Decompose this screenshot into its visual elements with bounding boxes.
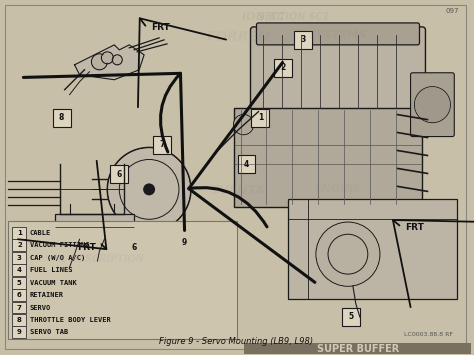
Text: 9: 9 xyxy=(181,238,187,247)
FancyBboxPatch shape xyxy=(256,23,419,45)
Text: 5: 5 xyxy=(348,312,354,322)
FancyBboxPatch shape xyxy=(288,200,457,299)
Bar xyxy=(8,221,237,339)
Text: SYSTEMS: SYSTEMS xyxy=(309,30,367,40)
FancyBboxPatch shape xyxy=(237,155,255,174)
Text: Figure 9 - Servo Mounting (LB9, L98): Figure 9 - Servo Mounting (LB9, L98) xyxy=(158,337,313,346)
Text: THROTTLE BODY LEVER: THROTTLE BODY LEVER xyxy=(30,317,110,323)
Circle shape xyxy=(113,56,121,64)
FancyBboxPatch shape xyxy=(294,31,312,49)
Text: ENGINE: ENGINE xyxy=(314,184,362,195)
Text: RETAINER: RETAINER xyxy=(30,292,64,298)
Bar xyxy=(244,343,471,354)
FancyBboxPatch shape xyxy=(53,109,71,127)
Text: 6: 6 xyxy=(132,243,137,252)
Text: SUPER BUFFER: SUPER BUFFER xyxy=(317,344,399,354)
Text: FORREN: FORREN xyxy=(207,30,270,44)
Text: AL DESCRIPTION: AL DESCRIPTION xyxy=(54,254,145,264)
Text: FRT: FRT xyxy=(78,243,96,252)
Circle shape xyxy=(143,184,155,195)
FancyBboxPatch shape xyxy=(234,108,422,207)
Circle shape xyxy=(92,55,106,69)
FancyBboxPatch shape xyxy=(12,252,27,264)
FancyBboxPatch shape xyxy=(250,27,426,113)
Text: SECTION 6C1: SECTION 6C1 xyxy=(257,12,329,22)
FancyBboxPatch shape xyxy=(410,73,454,137)
Text: 3: 3 xyxy=(301,36,306,44)
Text: 6: 6 xyxy=(17,292,22,298)
Text: 3: 3 xyxy=(17,255,22,261)
FancyBboxPatch shape xyxy=(12,277,27,289)
Text: VACUUM TANK: VACUUM TANK xyxy=(30,280,77,285)
FancyBboxPatch shape xyxy=(12,227,27,239)
Text: CABLE: CABLE xyxy=(30,230,51,236)
Text: 4: 4 xyxy=(244,160,249,169)
Text: FRT: FRT xyxy=(406,223,424,232)
FancyBboxPatch shape xyxy=(175,233,193,251)
Circle shape xyxy=(317,223,379,285)
FancyBboxPatch shape xyxy=(12,264,27,276)
Text: 7: 7 xyxy=(159,140,165,149)
FancyBboxPatch shape xyxy=(12,239,27,251)
Polygon shape xyxy=(60,164,124,214)
Text: 097: 097 xyxy=(446,8,459,14)
FancyBboxPatch shape xyxy=(110,165,128,184)
Text: 8: 8 xyxy=(59,113,64,122)
Bar xyxy=(55,214,134,239)
Text: LC0003.88.8 RF: LC0003.88.8 RF xyxy=(404,332,453,337)
Text: 9: 9 xyxy=(17,329,22,335)
Text: 1: 1 xyxy=(258,113,263,122)
FancyBboxPatch shape xyxy=(252,109,269,127)
Circle shape xyxy=(416,88,449,122)
Circle shape xyxy=(109,148,190,230)
Text: SERVO: SERVO xyxy=(30,305,51,311)
FancyBboxPatch shape xyxy=(12,314,27,326)
Text: SVENTA: SVENTA xyxy=(211,184,266,197)
Circle shape xyxy=(102,53,112,63)
Text: 4: 4 xyxy=(17,267,22,273)
FancyBboxPatch shape xyxy=(12,327,27,338)
Text: 8: 8 xyxy=(17,317,22,323)
Text: 1: 1 xyxy=(17,230,22,236)
Text: 2: 2 xyxy=(17,242,22,248)
Circle shape xyxy=(235,116,253,133)
FancyBboxPatch shape xyxy=(342,308,360,326)
Text: 6: 6 xyxy=(117,170,122,179)
Text: 2: 2 xyxy=(281,63,286,72)
Polygon shape xyxy=(74,45,144,80)
Text: FRT: FRT xyxy=(151,23,170,32)
Text: VACUUM FITTING: VACUUM FITTING xyxy=(30,242,89,248)
FancyBboxPatch shape xyxy=(125,238,143,256)
Text: ION 6C: ION 6C xyxy=(242,12,285,22)
FancyBboxPatch shape xyxy=(274,59,292,77)
FancyBboxPatch shape xyxy=(12,301,27,313)
Text: FUEL LINES: FUEL LINES xyxy=(30,267,73,273)
Text: CAP (W/O A/C): CAP (W/O A/C) xyxy=(30,255,85,261)
Text: 7: 7 xyxy=(17,305,22,311)
FancyBboxPatch shape xyxy=(153,136,171,153)
FancyBboxPatch shape xyxy=(12,289,27,301)
Text: 5: 5 xyxy=(17,280,22,285)
Text: SERVO TAB: SERVO TAB xyxy=(30,329,68,335)
